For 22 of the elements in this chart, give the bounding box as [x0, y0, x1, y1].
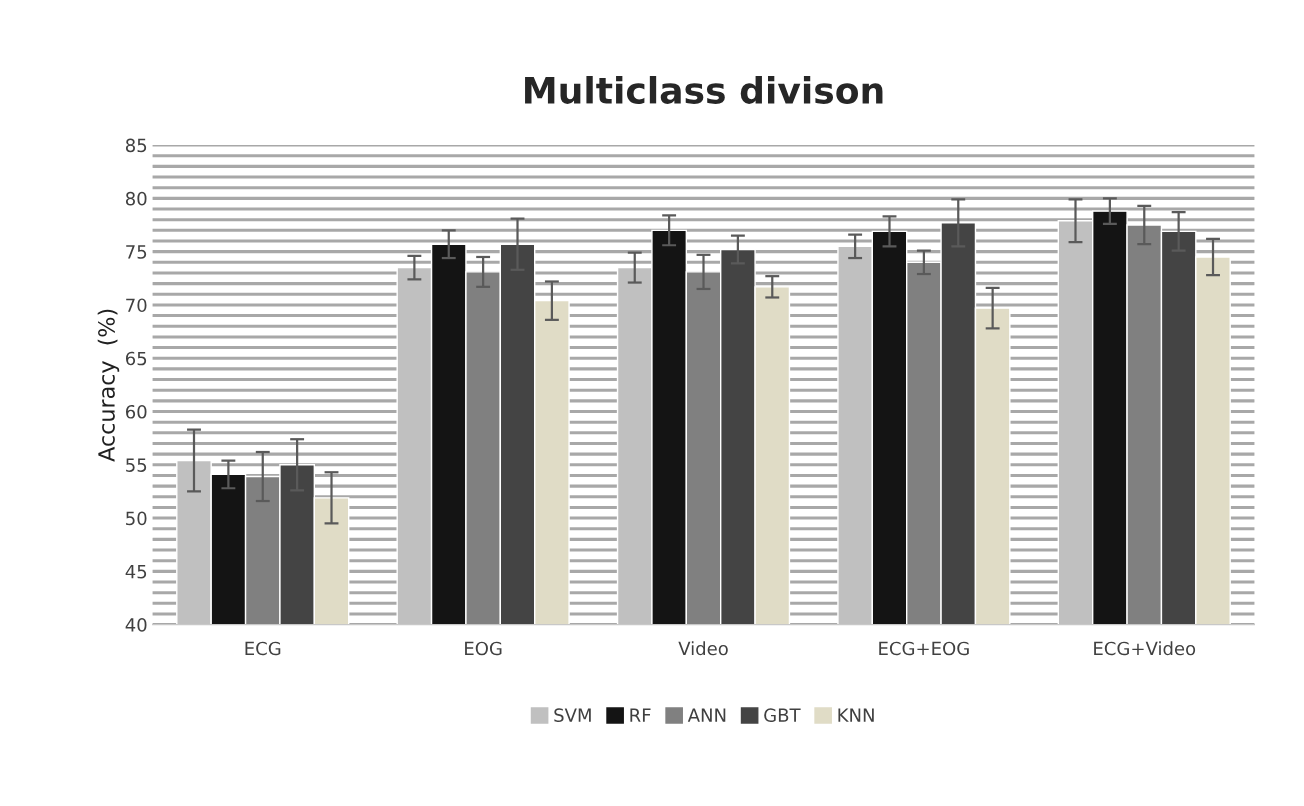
x-tick-label: ECG+EOG [879, 641, 969, 656]
y-tick-label: 60 [125, 404, 147, 419]
y-tick-label: 85 [125, 138, 147, 153]
x-tick-label: ECG [245, 641, 281, 656]
y-tick-label: 80 [125, 191, 147, 206]
y-tick-label: 75 [126, 245, 147, 259]
x-tick-label: EOG [465, 641, 502, 656]
y-axis-title: Accuracy (%) [97, 309, 120, 462]
legend-label: SVM [554, 708, 591, 723]
y-tick-label: 45 [125, 565, 147, 579]
legend-label: KNN [838, 708, 874, 722]
x-tick-label: Video [678, 641, 728, 656]
y-tick-label: 40 [125, 618, 147, 632]
x-tick-label: ECG+Video [1094, 641, 1196, 656]
chart-title: Multiclass divison [525, 75, 883, 104]
legend-label: RF [630, 708, 651, 722]
legend-label: ANN [687, 708, 726, 722]
legend-label: GBT [764, 708, 801, 723]
y-tick-label: 55 [126, 458, 147, 472]
y-tick-label: 50 [126, 511, 147, 526]
y-tick-label: 65 [125, 351, 147, 366]
y-tick-label: 70 [126, 298, 147, 313]
